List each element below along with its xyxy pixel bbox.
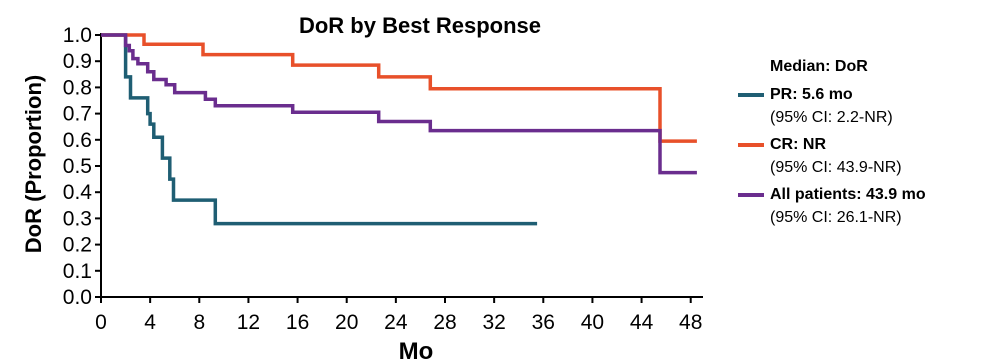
x-tick-label: 16 [286,311,309,334]
x-tick-label: 36 [532,311,555,334]
legend-ci-all: (95% CI: 26.1-NR) [770,209,902,226]
legend-ci-cr: (95% CI: 43.9-NR) [770,159,902,176]
x-tick-label: 40 [581,311,604,334]
x-tick-label: 4 [144,311,156,334]
series-all-curve [101,33,697,175]
y-tick-label: 0.4 [63,181,93,204]
legend-swatch-cr [738,143,764,147]
legend-item-all: All patients: 43.9 mo [738,183,988,207]
y-tick-label: 0.6 [63,129,92,152]
x-tick-label: 0 [95,311,107,334]
x-tick-label: 48 [679,311,702,334]
x-tick-label: 12 [237,311,260,334]
legend-label-pr: PR: 5.6 mo [770,86,853,103]
series-cr-curve [101,33,697,143]
legend-swatch-all [738,193,764,197]
x-tick-label: 28 [433,311,456,334]
series-layer [101,33,697,226]
legend-item-pr: PR: 5.6 mo [738,83,988,107]
axes-layer: 0.00.10.20.30.40.50.60.70.80.91.00 4 8 12 16… [63,24,703,334]
x-tick-label: 44 [630,311,654,334]
series-pr-curve [101,33,538,226]
legend-label-all: All patients: 43.9 mo [770,186,926,203]
y-axis-label: DoR (Proportion) [21,75,46,253]
x-tick-label: 32 [482,311,505,334]
y-tick-label: 0.7 [63,103,92,126]
y-tick-label: 0.3 [63,207,92,230]
x-axis-label: Mo [399,338,434,362]
legend-item-cr: CR: NR [738,133,988,157]
y-tick-label: 0.0 [63,286,92,309]
legend: Median: DoR PR: 5.6 mo (95% CI: 2.2-NR) … [738,58,988,233]
legend-ci-pr: (95% CI: 2.2-NR) [770,109,893,126]
legend-header: Median: DoR [770,58,868,75]
y-tick-label: 0.2 [63,234,92,257]
x-tick-label: 20 [335,311,358,334]
legend-label-cr: CR: NR [770,136,826,153]
y-tick-label: 0.9 [63,50,92,73]
x-tick-label: 24 [384,311,408,334]
y-tick-label: 0.1 [63,260,92,283]
chart-title: DoR by Best Response [299,13,541,38]
y-tick-label: 1.0 [63,24,92,47]
y-tick-label: 0.8 [63,76,92,99]
y-tick-label: 0.5 [63,155,92,178]
legend-swatch-pr [738,93,764,97]
x-tick-label: 8 [193,311,205,334]
